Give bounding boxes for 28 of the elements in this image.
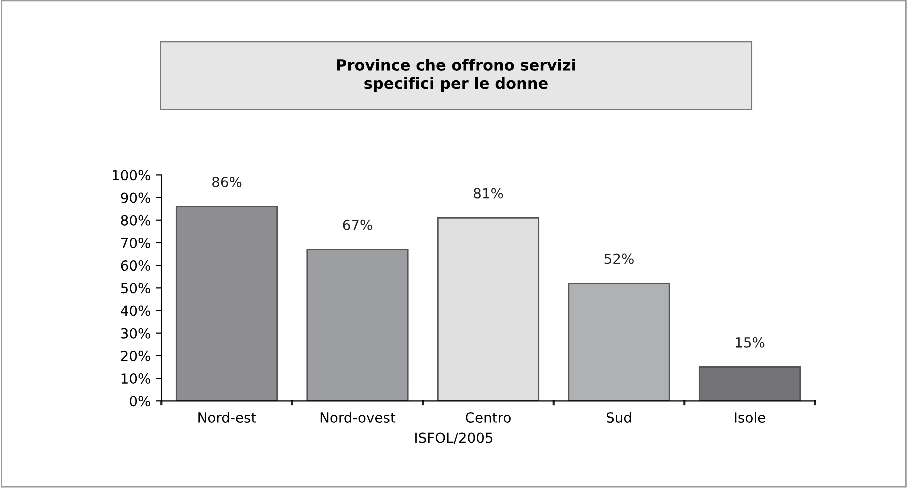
bar	[437, 217, 540, 402]
chart-title: Province che offrono servizi specifici per le donne	[337, 59, 576, 92]
y-tick-label: 80%	[121, 215, 150, 226]
bar	[306, 249, 409, 402]
bar	[568, 282, 670, 402]
bar	[176, 206, 278, 402]
y-tick-label: 50%	[121, 283, 150, 294]
x-tick-label: Isole	[735, 412, 766, 423]
x-tick-label: Nord-ovest	[320, 412, 396, 423]
data-label: 67%	[343, 220, 372, 230]
x-tick-label: Nord-est	[198, 412, 256, 423]
x-tick-label: Sud	[606, 412, 632, 423]
y-tick-label: 0%	[130, 396, 150, 407]
y-tick-label: 40%	[121, 306, 150, 316]
x-tick-label: Centro	[466, 412, 511, 423]
text: ISFOL/2005	[416, 432, 493, 444]
data-label: 81%	[474, 188, 504, 199]
data-label: 15%	[736, 337, 765, 348]
y-tick-label: 30%	[121, 328, 150, 339]
data-label: 86%	[212, 176, 242, 188]
y-tick-label: 10%	[122, 374, 150, 384]
bar	[698, 366, 802, 402]
y-tick-label: 60%	[121, 260, 150, 272]
y-tick-label: 100%	[113, 170, 150, 181]
y-tick-label: 70%	[121, 238, 150, 248]
y-tick-label: 90%	[121, 192, 150, 204]
y-tick-label: 20%	[121, 350, 150, 362]
data-label: 52%	[604, 254, 634, 264]
